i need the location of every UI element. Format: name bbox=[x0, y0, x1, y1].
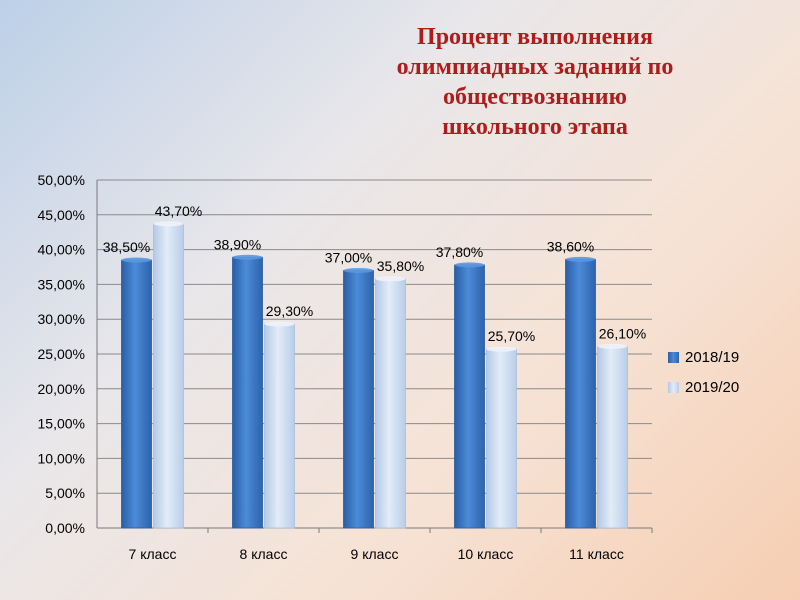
y-tick-label: 5,00% bbox=[45, 485, 85, 501]
chart-title: Процент выполнения олимпиадных заданий п… bbox=[360, 22, 710, 142]
bar-top-highlight bbox=[343, 267, 374, 273]
bar-series-1 bbox=[232, 256, 263, 529]
data-label-series-1: 37,80% bbox=[436, 244, 483, 260]
legend-item-series-1: 2018/19 bbox=[668, 342, 739, 372]
axes: 0,00% 5,00% 10,00% 15,00% 20,00% 25,00% 30,00%… bbox=[38, 172, 653, 562]
y-tick-label: 15,00% bbox=[38, 416, 85, 432]
bar-top-highlight bbox=[565, 256, 596, 262]
bar-series-1 bbox=[565, 258, 596, 529]
title-line-1: Процент выполнения bbox=[417, 24, 653, 50]
bar-top-highlight bbox=[232, 254, 263, 260]
bar-top-highlight bbox=[454, 262, 485, 268]
bar-series-2 bbox=[375, 278, 406, 529]
legend-label-series-2: 2019/20 bbox=[685, 378, 740, 396]
x-tick-label: 8 класс bbox=[240, 546, 288, 562]
bar-top-highlight bbox=[486, 346, 517, 352]
x-tick-label: 11 класс bbox=[569, 546, 624, 562]
data-label-series-1: 38,90% bbox=[214, 236, 261, 252]
x-tick-label: 10 класс bbox=[458, 546, 514, 562]
data-label-series-1: 38,60% bbox=[547, 238, 594, 254]
legend-item-series-2: 2019/20 bbox=[668, 372, 739, 402]
bar-series-1 bbox=[121, 259, 152, 529]
data-label-series-1: 37,00% bbox=[325, 249, 372, 265]
title-line-2: олимпиадных заданий по bbox=[396, 54, 674, 80]
bar-series-2 bbox=[486, 348, 517, 529]
y-tick-label: 45,00% bbox=[38, 207, 85, 223]
y-tick-label: 50,00% bbox=[38, 172, 85, 188]
legend-swatch-series-2 bbox=[668, 381, 679, 393]
y-tick-label: 25,00% bbox=[38, 346, 85, 362]
data-label-series-2: 25,70% bbox=[488, 328, 535, 344]
x-tick-label: 9 класс bbox=[351, 546, 399, 562]
y-tick-label: 20,00% bbox=[38, 381, 85, 397]
y-tick-label: 30,00% bbox=[38, 311, 85, 327]
data-labels: 38,50% 43,70% 38,90% 29,30% 37,00% 35,80% 37,8… bbox=[103, 203, 646, 344]
bar-series-2 bbox=[597, 345, 628, 529]
bar-series-2 bbox=[153, 223, 184, 529]
bar-top-highlight bbox=[121, 257, 152, 263]
data-label-series-2: 29,30% bbox=[266, 303, 313, 319]
bar-top-highlight bbox=[597, 343, 628, 349]
bar-top-highlight bbox=[264, 321, 295, 327]
title-line-4: школьного этапа bbox=[442, 114, 628, 140]
legend: 2018/19 2019/20 bbox=[668, 342, 739, 402]
bar-series-2 bbox=[264, 323, 295, 529]
data-label-series-1: 38,50% bbox=[103, 239, 150, 255]
bar-series-1 bbox=[454, 264, 485, 529]
y-tick-label: 40,00% bbox=[38, 242, 85, 258]
data-label-series-2: 26,10% bbox=[599, 325, 646, 341]
bar-top-highlight bbox=[153, 221, 184, 227]
y-tick-label: 0,00% bbox=[45, 520, 85, 536]
x-tick-label: 7 класс bbox=[129, 546, 177, 562]
bar-series-1 bbox=[343, 270, 374, 529]
data-label-series-2: 35,80% bbox=[377, 258, 424, 274]
legend-label-series-1: 2018/19 bbox=[685, 348, 740, 366]
bars bbox=[121, 221, 628, 529]
data-label-series-2: 43,70% bbox=[155, 203, 202, 219]
y-tick-label: 35,00% bbox=[38, 276, 85, 292]
legend-swatch-series-1 bbox=[668, 351, 679, 363]
bar-top-highlight bbox=[375, 276, 406, 282]
y-tick-label: 10,00% bbox=[38, 450, 85, 466]
title-line-3: обществознанию bbox=[443, 84, 627, 110]
